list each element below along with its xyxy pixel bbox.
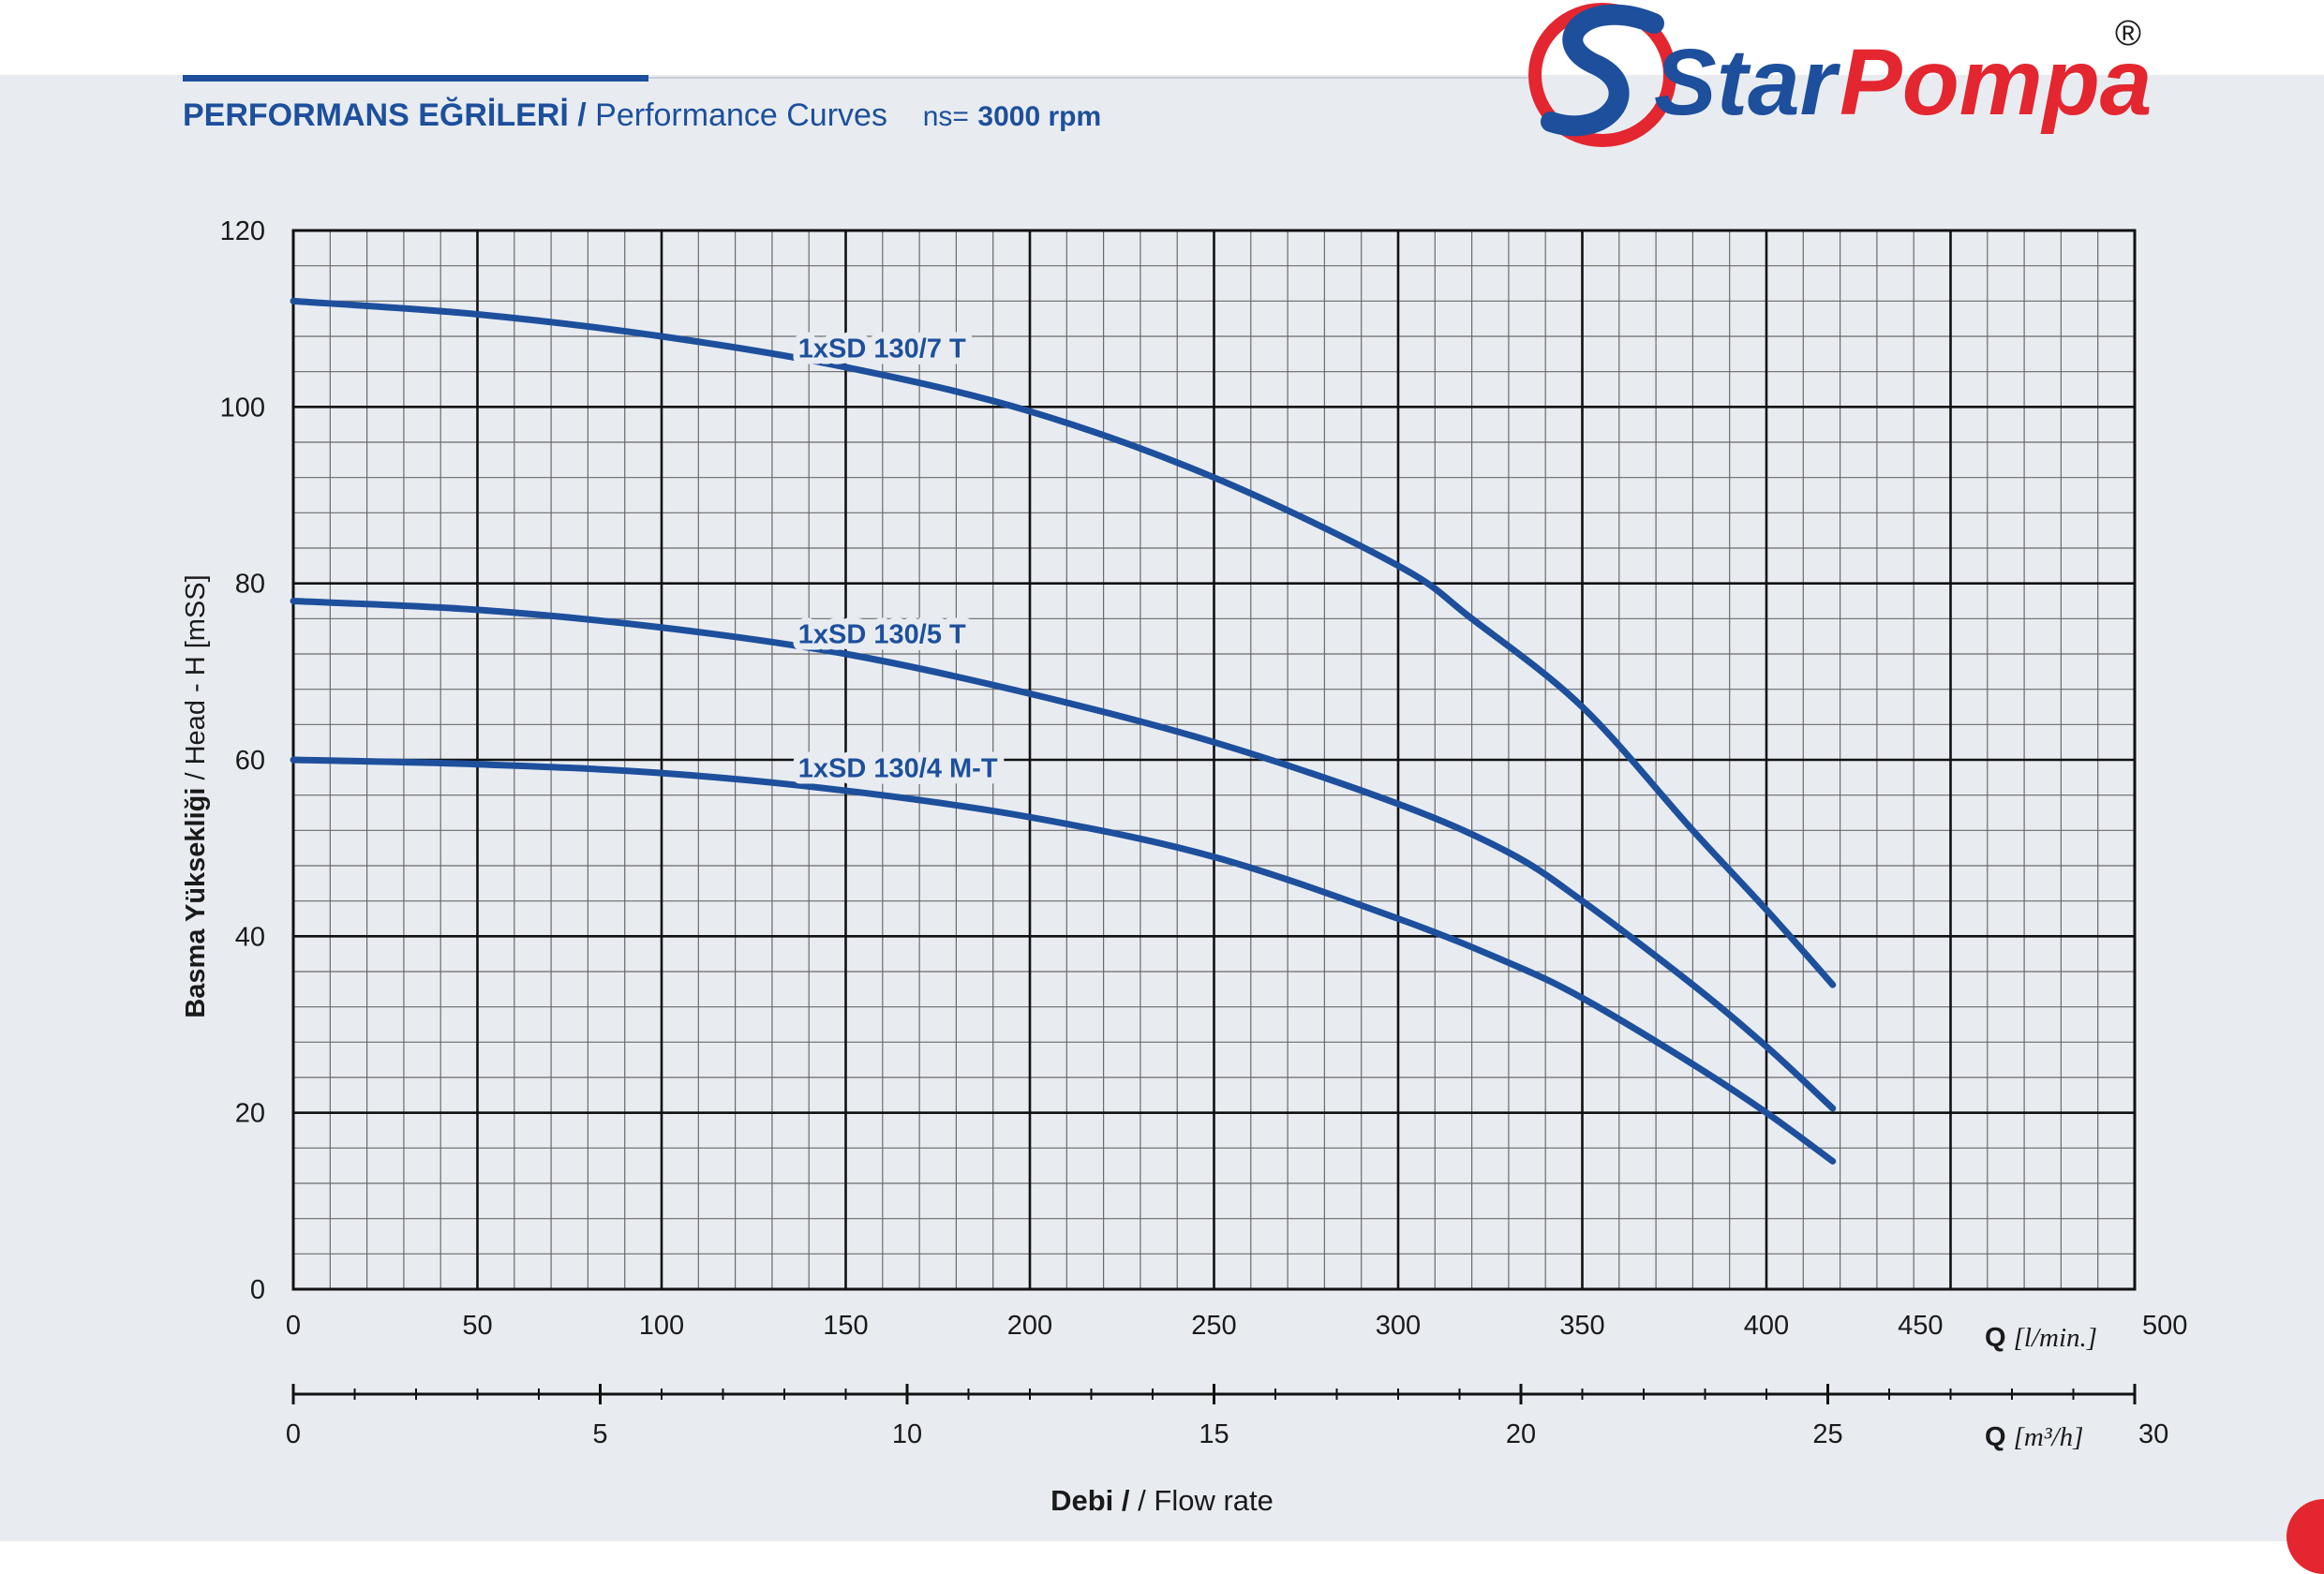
chart-background-panel [0, 75, 2324, 1541]
y-tick-label: 0 [250, 1275, 265, 1305]
x-tick-label-lmin: 0 [286, 1311, 301, 1341]
x-axis-label-bold: Debi [1050, 1484, 1113, 1517]
grid-major [291, 229, 2137, 1291]
y-tick-label: 60 [235, 746, 265, 776]
y-tick-label: 100 [220, 393, 265, 423]
x-tick-label-lmin: 200 [1007, 1311, 1052, 1341]
y-tick-label: 120 [220, 216, 265, 246]
x-tick-label-lmin: 150 [823, 1311, 868, 1341]
logo-word-pompa: Pompa [1840, 30, 2152, 135]
x-axis-lmin-ticks: 0 50 100 150 200 250 300 350 400 450 500 [286, 1311, 2187, 1341]
logo-s-mark [1541, 4, 1664, 137]
x-axis-lmin-unit-text: [l/min.] [2014, 1323, 2097, 1353]
x-tick-label-lmin: 50 [462, 1311, 492, 1341]
x-axis-lmin-q: Q [1985, 1323, 2006, 1353]
x-axis-m3h-unit-text: [m³/h] [2014, 1422, 2084, 1452]
x-axis-label: Debi / / Flow rate [1050, 1484, 1274, 1517]
y-axis-label-rest: / Head - H [mSS] [181, 574, 211, 780]
star-pompa-logo: Star Pompa ® [1528, 3, 2152, 147]
x-axis-lmin-unit: Q [l/min.] [1985, 1323, 2097, 1353]
series-label: 1xSD 130/5 T [798, 619, 966, 649]
y-axis-ticks: 0 20 40 60 80 100 120 [220, 216, 265, 1305]
series-label: 1xSD 130/7 T [798, 334, 966, 364]
x-tick-label-lmin: 250 [1191, 1311, 1236, 1341]
y-tick-label: 20 [235, 1099, 265, 1129]
x-tick-label-lmin: 300 [1376, 1311, 1421, 1341]
header-accent-bar [183, 75, 648, 82]
y-axis-label-bold: Basma Yüksekliği [181, 788, 211, 1018]
y-tick-label: 40 [235, 922, 265, 952]
x-tick-label-m3h: 15 [1199, 1419, 1229, 1449]
header-separator: / [577, 97, 587, 133]
logo-word-star: Star [1654, 30, 1841, 135]
x-tick-label-m3h: 20 [1506, 1419, 1536, 1449]
x-tick-label-lmin: 450 [1898, 1311, 1943, 1341]
x-tick-label-m3h: 10 [892, 1419, 922, 1449]
header-speed-label: ns= [922, 101, 969, 132]
x-axis-m3h-q: Q [1985, 1422, 2006, 1452]
x-tick-label-lmin: 500 [2142, 1311, 2187, 1341]
series-line [290, 756, 1837, 1165]
series-group: 1xSD 130/7 T 1xSD 130/5 T 1xSD 130/4 M-T [290, 297, 1837, 1165]
x-tick-label-lmin: 400 [1744, 1311, 1789, 1341]
y-axis-label: Basma Yüksekliği / Head - H [mSS] [181, 574, 211, 1017]
series-line [290, 598, 1837, 1112]
x-tick-label-lmin: 350 [1559, 1311, 1604, 1341]
page-header: PERFORMANS EĞRİLERİ / Performance Curves… [183, 97, 1101, 134]
series-label: 1xSD 130/4 M-T [798, 754, 998, 784]
logo-registered-mark: ® [2115, 14, 2141, 53]
header-title-en: Performance Curves [595, 97, 887, 133]
series-line [290, 297, 1837, 988]
header-speed-value: 3000 rpm [977, 101, 1102, 132]
x-tick-label-m3h: 30 [2138, 1419, 2168, 1449]
x-axis-m3h-unit: Q [m³/h] [1985, 1422, 2083, 1452]
x-tick-label-lmin: 100 [639, 1311, 684, 1341]
x-axis-m3h: 0 5 10 15 20 25 30 [286, 1384, 2168, 1449]
x-axis-label-rest: / Flow rate [1138, 1484, 1274, 1517]
header-divider [648, 77, 1539, 79]
x-tick-label-m3h: 25 [1812, 1419, 1842, 1449]
header-title-tr: PERFORMANS EĞRİLERİ [183, 97, 569, 133]
y-tick-label: 80 [235, 570, 265, 600]
x-tick-label-m3h: 5 [592, 1419, 607, 1449]
x-tick-label-m3h: 0 [286, 1419, 301, 1449]
